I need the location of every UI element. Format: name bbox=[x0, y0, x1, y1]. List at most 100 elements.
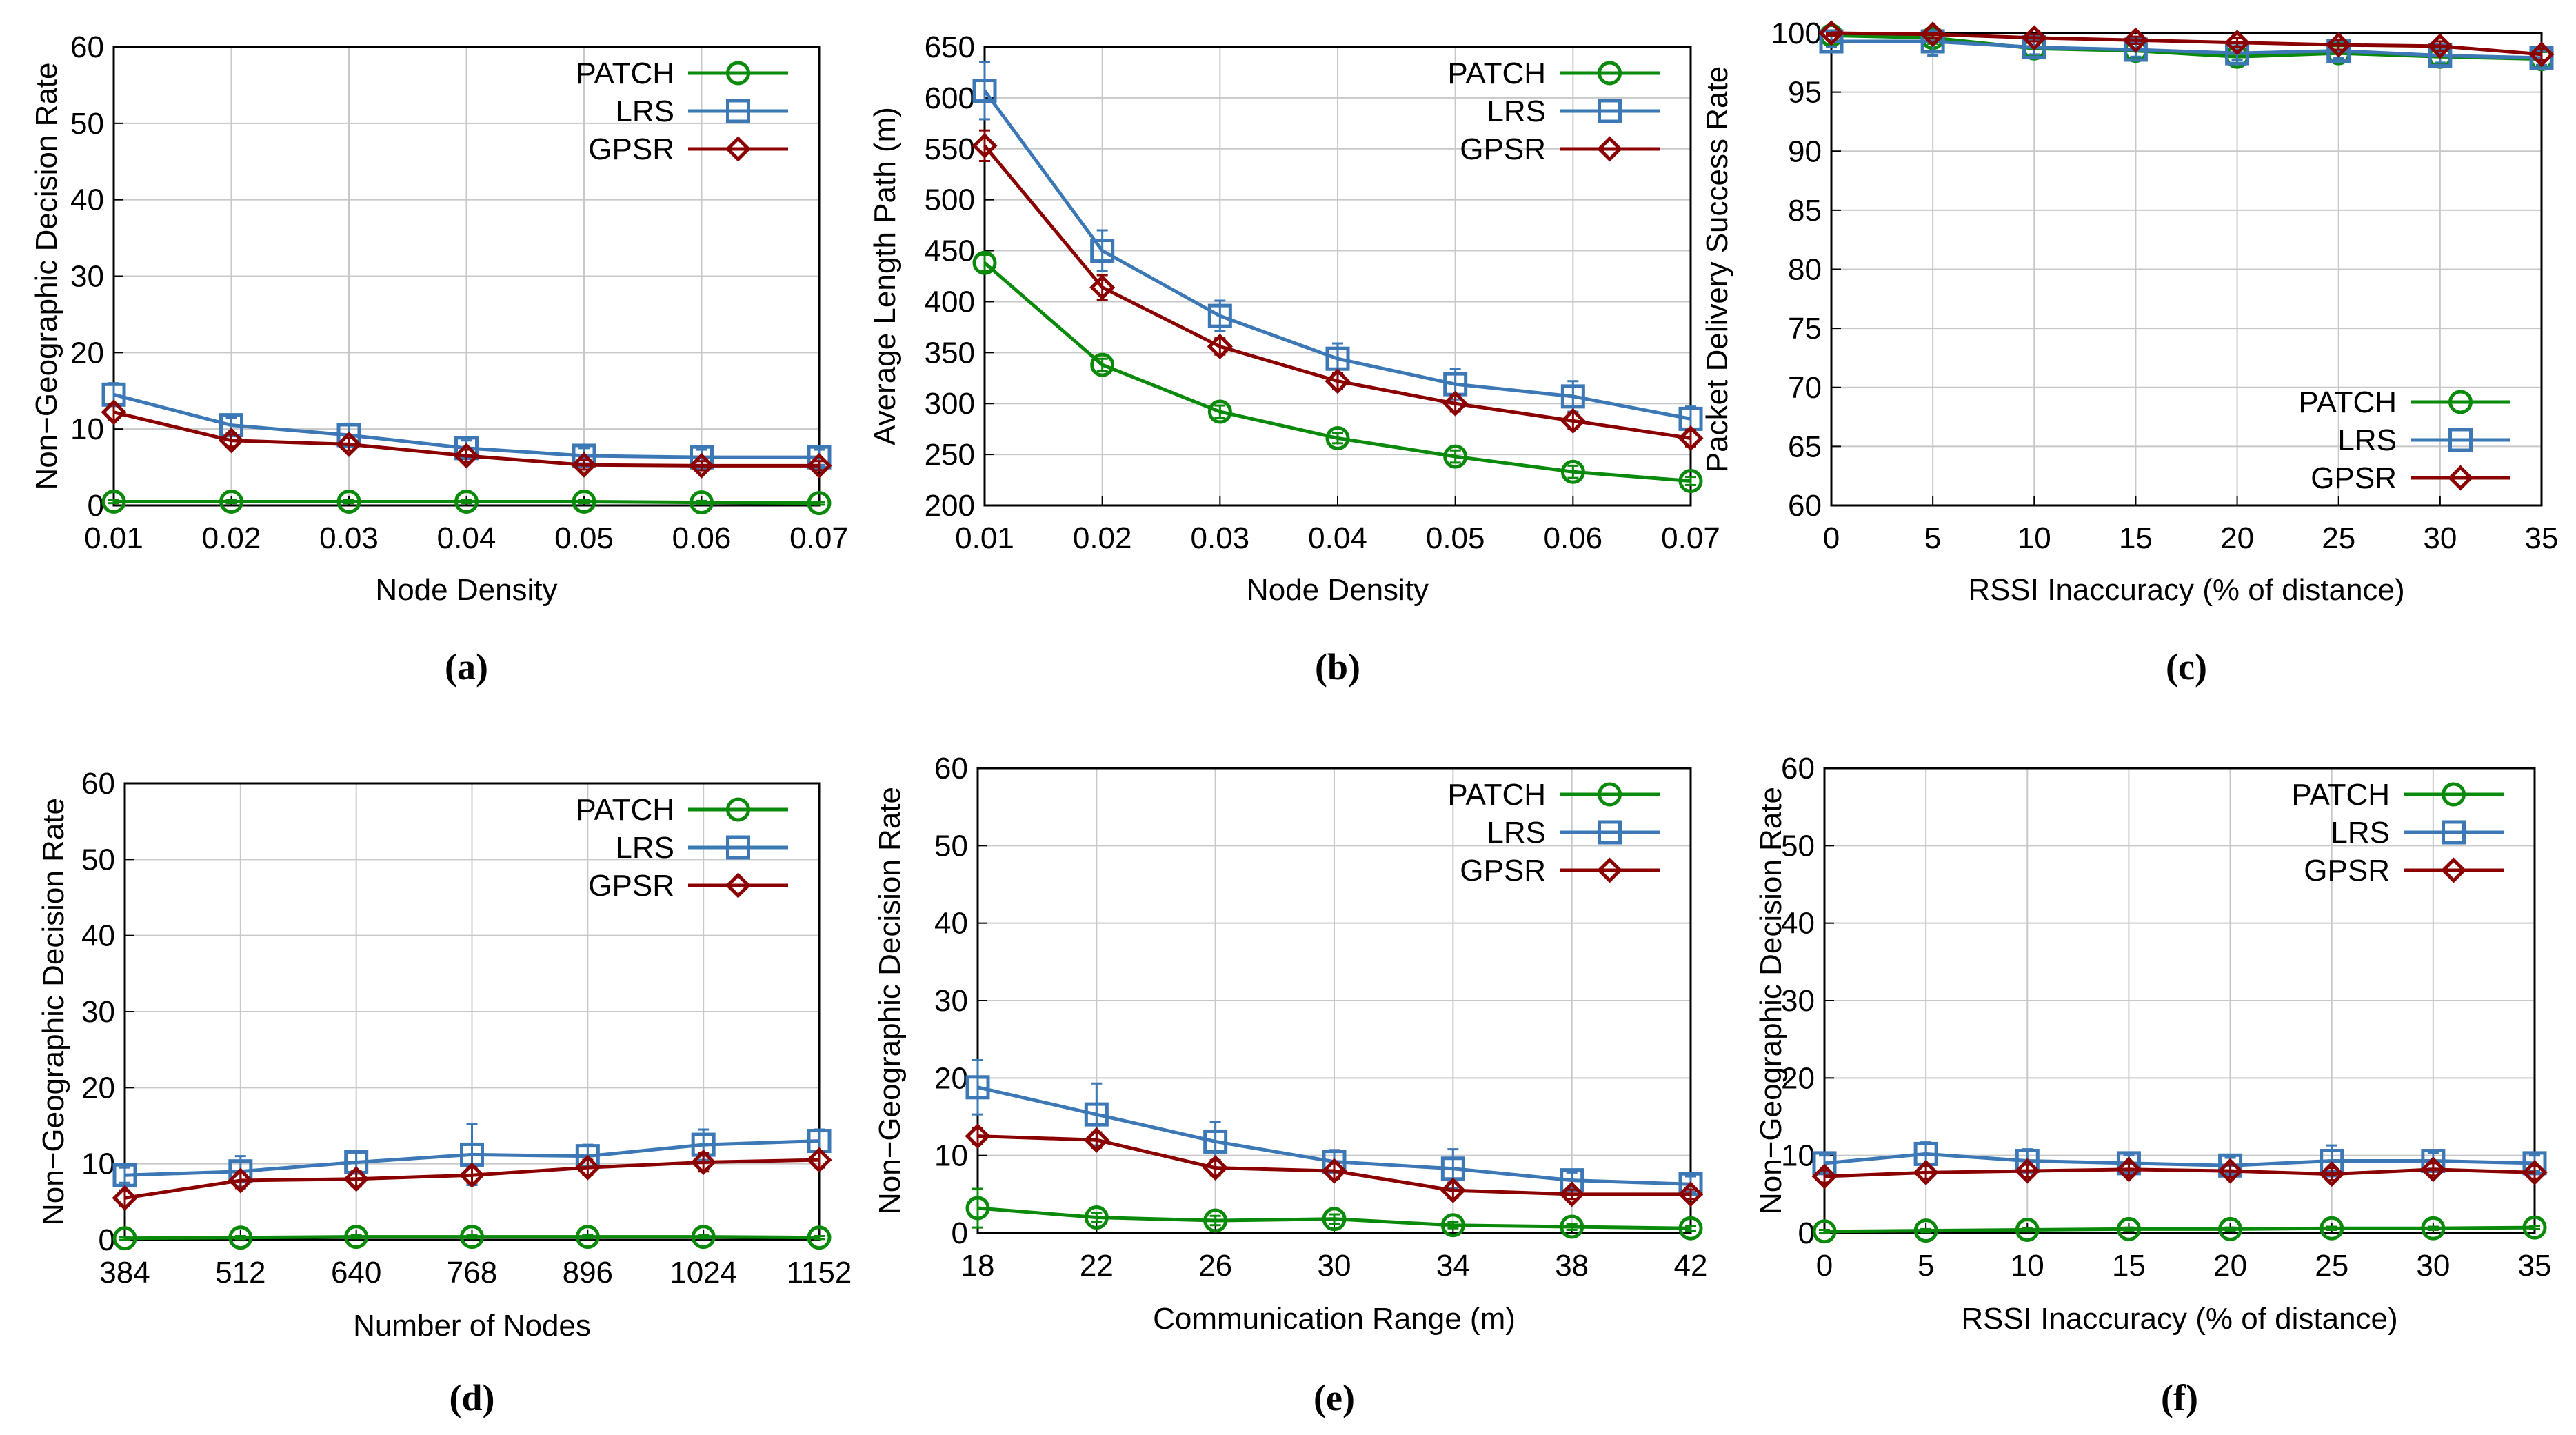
legend-label: LRS bbox=[615, 94, 674, 128]
y-tick-label: 20 bbox=[1781, 1061, 1815, 1095]
y-tick-label: 50 bbox=[70, 107, 104, 141]
y-axis-label: Average Length Path (m) bbox=[868, 107, 902, 445]
legend-marker bbox=[1598, 99, 1622, 123]
legend-label: LRS bbox=[2337, 423, 2397, 457]
x-tick-label: 25 bbox=[2322, 521, 2355, 555]
data-point bbox=[1203, 1208, 1228, 1233]
x-tick-label: 20 bbox=[2213, 1249, 2247, 1283]
legend-marker bbox=[2448, 428, 2473, 452]
y-tick-label: 30 bbox=[1781, 984, 1815, 1018]
series-gpsr bbox=[1811, 1156, 2548, 1190]
series-patch bbox=[101, 489, 832, 516]
legend-label: GPSR bbox=[588, 869, 674, 903]
x-tick-label: 0.06 bbox=[672, 521, 732, 555]
x-tick-label: 0.01 bbox=[84, 521, 143, 555]
data-point bbox=[1440, 1213, 1465, 1238]
legend-marker bbox=[2448, 390, 2473, 414]
legend-marker bbox=[725, 136, 752, 162]
x-axis-label: Node Density bbox=[375, 573, 557, 607]
x-axis-label: RSSI Inaccuracy (% of distance) bbox=[1968, 573, 2404, 607]
series-line bbox=[1831, 31, 2542, 57]
x-tick-label: 0.05 bbox=[554, 521, 614, 555]
data-point bbox=[2014, 1158, 2040, 1184]
chart-panel-d: 0 10 20 30 40 50 60 384 512 640 768 896 1024 1152 Numb… bbox=[37, 767, 852, 1418]
data-point bbox=[1325, 425, 1350, 450]
series-line bbox=[1824, 1152, 2535, 1167]
x-tick-label: 30 bbox=[2416, 1249, 2450, 1283]
data-point bbox=[336, 431, 362, 457]
data-point bbox=[2122, 27, 2149, 53]
legend-marker bbox=[726, 835, 750, 860]
x-tick-label: 42 bbox=[1674, 1249, 1708, 1283]
data-point bbox=[1442, 390, 1469, 417]
x-tick-label: 20 bbox=[2220, 521, 2254, 555]
legend-marker bbox=[2442, 820, 2466, 845]
data-point bbox=[1084, 1205, 1109, 1230]
data-point bbox=[2522, 1159, 2548, 1185]
chart-panel-b: 200 250 300 350 400 450 500 550 600 650 0.01 0.02 0.… bbox=[868, 30, 1720, 688]
chart-panel-c: 60 65 70 75 80 85 90 95 100 0 5 10 15 20 25 30 35 RSSI In… bbox=[1700, 17, 2558, 688]
x-tick-label: 896 bbox=[563, 1256, 613, 1290]
data-point bbox=[2015, 1218, 2040, 1243]
legend-label: GPSR bbox=[588, 132, 674, 166]
plot-frame bbox=[1830, 32, 2543, 507]
data-point bbox=[1207, 303, 1232, 328]
data-point bbox=[1559, 1181, 1585, 1207]
data-point bbox=[1920, 29, 1945, 54]
series-patch bbox=[112, 1225, 832, 1251]
x-tick-label: 0 bbox=[1816, 1249, 1833, 1283]
series-gpsr bbox=[101, 399, 832, 479]
data-point bbox=[2116, 1216, 2141, 1241]
data-point bbox=[807, 1225, 832, 1250]
data-point bbox=[2326, 32, 2352, 58]
legend: PATCH LRS GPSR bbox=[576, 57, 788, 166]
data-point bbox=[965, 1075, 990, 1100]
legend-label: PATCH bbox=[2291, 778, 2390, 812]
data-point bbox=[806, 452, 832, 479]
legend: PATCH LRS GPSR bbox=[1447, 778, 1660, 887]
x-tick-label: 0.04 bbox=[1308, 521, 1367, 555]
x-tick-label: 0.05 bbox=[1426, 521, 1485, 555]
y-tick-label: 30 bbox=[934, 984, 968, 1018]
legend-marker bbox=[1598, 782, 1622, 807]
y-axis-label: Packet Delivery Success Rate bbox=[1700, 66, 1734, 472]
y-tick-label: 0 bbox=[952, 1216, 968, 1250]
data-point bbox=[1560, 459, 1585, 484]
y-tick-label: 50 bbox=[1781, 829, 1815, 863]
x-axis-label: Communication Range (m) bbox=[1153, 1302, 1516, 1336]
chart-panel-a: 0 10 20 30 40 50 60 0.01 0.02 0.03 0.04 0.05 0.06 0.0… bbox=[30, 30, 849, 688]
data-point bbox=[112, 1226, 137, 1251]
y-tick-label: 70 bbox=[1788, 371, 1822, 405]
data-point bbox=[1083, 1127, 1109, 1153]
data-point bbox=[2320, 1216, 2344, 1241]
y-tick-label: 400 bbox=[925, 285, 975, 319]
plot-frame bbox=[123, 782, 821, 1241]
series-line bbox=[1831, 39, 2542, 60]
data-point bbox=[1321, 1158, 1347, 1184]
x-tick-label: 1024 bbox=[670, 1256, 737, 1290]
legend-label: LRS bbox=[1487, 94, 1546, 128]
x-tick-label: 22 bbox=[1080, 1249, 1114, 1283]
data-point bbox=[1090, 239, 1115, 263]
legend-label: GPSR bbox=[1460, 132, 1546, 166]
series-line bbox=[1824, 1167, 2535, 1178]
series-patch bbox=[965, 1187, 1703, 1241]
y-tick-label: 40 bbox=[934, 907, 968, 941]
data-point bbox=[2319, 1161, 2345, 1187]
data-point bbox=[1811, 1163, 1838, 1190]
legend-label: LRS bbox=[1487, 816, 1546, 850]
data-point bbox=[691, 1225, 716, 1250]
x-tick-label: 18 bbox=[961, 1249, 995, 1283]
legend: PATCH LRS GPSR bbox=[576, 793, 788, 903]
data-point bbox=[1920, 21, 1946, 48]
y-tick-label: 550 bbox=[925, 132, 975, 166]
data-point bbox=[2218, 1216, 2243, 1241]
data-point bbox=[1203, 1155, 1229, 1181]
legend-marker bbox=[725, 872, 752, 899]
y-tick-label: 600 bbox=[925, 81, 975, 115]
data-point bbox=[2021, 25, 2047, 51]
data-point bbox=[2528, 41, 2555, 68]
data-point bbox=[1678, 1181, 1704, 1207]
y-tick-label: 60 bbox=[1788, 489, 1822, 523]
